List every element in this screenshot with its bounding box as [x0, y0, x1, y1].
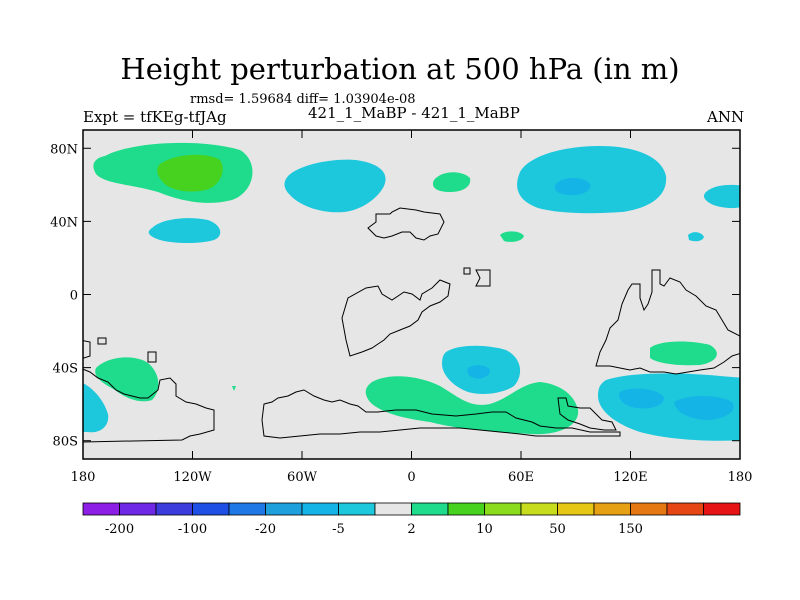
contour-region — [95, 357, 159, 402]
colorbar-box — [338, 502, 376, 516]
colorbar-box — [155, 502, 193, 516]
colorbar-box — [82, 502, 120, 516]
contour-region — [650, 341, 717, 366]
colorbar-label: -20 — [255, 522, 276, 537]
lon-tick-label: 0 — [407, 470, 415, 485]
contour-region — [517, 146, 667, 214]
coastlines — [83, 207, 740, 443]
colorbar-box — [484, 502, 522, 516]
lon-tick-label: 180 — [71, 470, 96, 485]
colorbar-box — [192, 502, 230, 516]
contour-region — [688, 232, 704, 242]
coastline — [557, 397, 617, 431]
contour-region — [148, 218, 221, 243]
lat-tick-label: 40S — [53, 362, 78, 377]
contour-region — [432, 172, 471, 192]
contour-region — [83, 383, 109, 433]
contour-region — [703, 184, 740, 209]
contour-region — [467, 365, 490, 379]
colorbar-box — [374, 502, 412, 516]
longitude-axis: 180 120W 60W 0 60E 120E 180 — [71, 130, 753, 485]
colorbar-box — [520, 502, 558, 516]
lat-tick-label: 0 — [70, 289, 78, 304]
colorbar-box — [630, 502, 668, 516]
contour-region — [232, 386, 236, 391]
lat-tick-label: 80S — [53, 435, 78, 450]
coastline — [367, 207, 445, 241]
colorbar-label: 150 — [618, 522, 643, 537]
coastline — [595, 269, 740, 375]
contour-region — [554, 178, 591, 196]
case-subtitle: 421_1_MaBP - 421_1_MaBP — [308, 104, 520, 122]
colorbar-label: 50 — [549, 522, 566, 537]
contour-region — [365, 376, 579, 435]
season-label: ANN — [707, 108, 745, 126]
colorbar-box — [447, 502, 485, 516]
colorbar-box — [119, 502, 157, 516]
colorbar-label: -200 — [105, 522, 134, 537]
lon-tick-label: 120E — [613, 470, 647, 485]
latitude-axis: 80N 40N 0 40S 80S — [50, 142, 740, 450]
lon-tick-label: 180 — [728, 470, 753, 485]
lon-tick-label: 60W — [287, 470, 318, 485]
colorbar-box — [666, 502, 704, 516]
coastline — [83, 368, 215, 443]
lat-tick-label: 80N — [50, 142, 78, 157]
contour-region — [284, 159, 386, 213]
coastline — [83, 340, 91, 359]
colorbar-label: -5 — [332, 522, 345, 537]
chart-title: Height perturbation at 500 hPa (in m) — [120, 52, 680, 86]
colorbar-box — [593, 502, 631, 516]
colorbar-box — [265, 502, 303, 516]
colorbar-box — [411, 502, 449, 516]
colorbar-label: 10 — [476, 522, 493, 537]
coastline — [261, 389, 621, 439]
lat-tick-label: 40N — [50, 215, 78, 230]
coastline — [475, 269, 491, 287]
coastline — [147, 351, 157, 363]
lon-tick-label: 120W — [173, 470, 212, 485]
lon-tick-label: 60E — [508, 470, 534, 485]
colorbar-label: -100 — [178, 522, 207, 537]
coastline — [463, 267, 471, 275]
contour-region — [674, 396, 734, 420]
contour-region — [618, 388, 664, 409]
colorbar: -200 -100 -20 -5 2 10 50 150 — [82, 502, 741, 537]
colorbar-box — [703, 502, 741, 516]
colorbar-box — [301, 502, 339, 516]
contour-region — [157, 154, 223, 192]
coastline — [97, 337, 107, 345]
colorbar-box — [557, 502, 595, 516]
colorbar-label: 2 — [407, 522, 415, 537]
contour-fields — [83, 142, 740, 441]
coastline — [341, 279, 451, 357]
stats-label: rmsd= 1.59684 diff= 1.03904e-08 — [190, 92, 416, 107]
contour-region — [500, 231, 524, 242]
experiment-label: Expt = tfKEg-tfJAg — [83, 108, 227, 126]
colorbar-box — [228, 502, 266, 516]
